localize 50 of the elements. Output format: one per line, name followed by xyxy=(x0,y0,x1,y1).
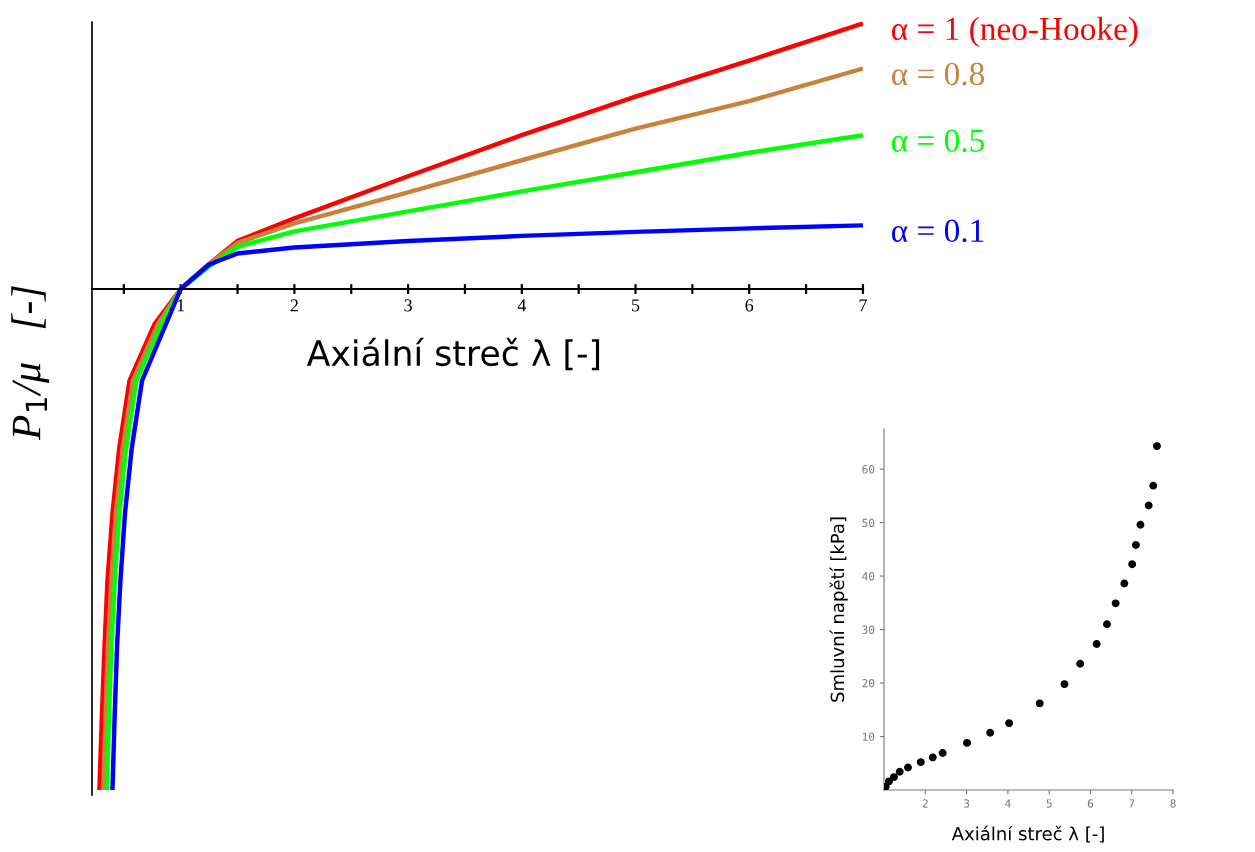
y-axis-title: P$_{1}$/μ [-] xyxy=(11,286,50,441)
point xyxy=(1131,541,1140,549)
point xyxy=(1120,579,1129,588)
point xyxy=(1076,659,1085,668)
y-tick-label: 30 xyxy=(862,625,875,634)
point xyxy=(1035,699,1044,708)
x-tick-label: 5 xyxy=(632,299,640,312)
point xyxy=(1144,501,1153,510)
y-axis-title: Smluvní napětí [kPa] xyxy=(829,517,848,702)
point xyxy=(1092,640,1101,648)
x-tick-label: 5 xyxy=(1046,799,1052,808)
series-label: α = 0.5 xyxy=(891,129,985,153)
x-tick-label: 8 xyxy=(1170,799,1176,808)
y-tick-label: 40 xyxy=(862,572,875,581)
series-label: α = 1 (neo-Hooke) xyxy=(891,16,1138,47)
point xyxy=(963,738,971,747)
x-tick-label: 1 xyxy=(177,299,185,312)
point xyxy=(889,773,898,782)
point xyxy=(1152,442,1161,451)
point xyxy=(986,728,995,737)
point xyxy=(916,758,925,767)
series-label: α = 0.1 xyxy=(891,219,984,243)
y-tick-label: 20 xyxy=(862,679,875,688)
y-tick-label: 60 xyxy=(862,465,875,474)
x-tick-label: 4 xyxy=(517,299,527,312)
y-tick-label: 10 xyxy=(862,732,875,741)
x-tick-label: 7 xyxy=(1129,799,1135,808)
x-axis-title: Axiální streč λ [-] xyxy=(951,825,1104,843)
x-tick-label: 2 xyxy=(922,799,928,808)
point xyxy=(928,753,937,762)
x-tick-label: 3 xyxy=(964,799,970,808)
point xyxy=(938,749,947,758)
x-tick-label: 7 xyxy=(859,299,867,312)
x-tick-label: 4 xyxy=(1005,799,1011,808)
point xyxy=(1005,719,1014,728)
x-axis-title: Axiální streč λ [-] xyxy=(306,337,600,371)
point xyxy=(1136,520,1145,529)
point xyxy=(1111,599,1120,608)
y-tick-label: 50 xyxy=(862,518,875,527)
x-tick-label: 3 xyxy=(404,299,412,312)
point xyxy=(904,763,912,772)
point xyxy=(1103,620,1111,629)
x-tick-label: 2 xyxy=(290,299,298,312)
x-tick-label: 6 xyxy=(745,299,754,312)
x-tick-label: 6 xyxy=(1087,799,1094,808)
point xyxy=(1149,481,1158,490)
point xyxy=(895,767,904,776)
point xyxy=(1128,560,1137,569)
series-label: α = 0.8 xyxy=(891,62,985,86)
point xyxy=(1060,680,1069,689)
